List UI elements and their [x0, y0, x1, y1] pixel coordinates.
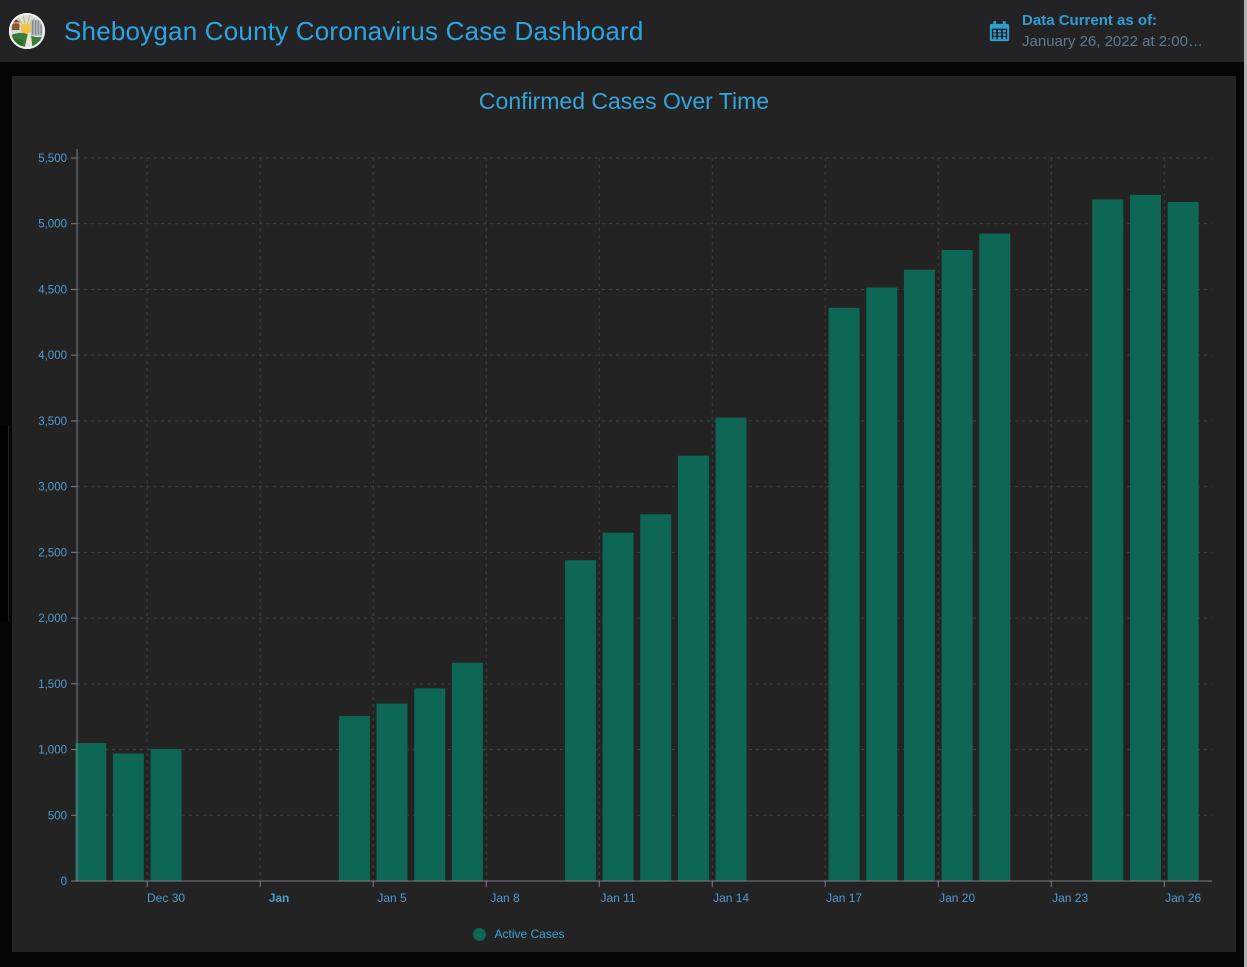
collapsed-panel-handle[interactable]	[0, 425, 9, 621]
confirmed-cases-bar-chart[interactable]: 0 500 1,000 1,500 2,000 2,500 3,000 3,500 4,000 4…	[12, 76, 1236, 921]
bar-jan-12[interactable]	[640, 514, 672, 881]
bar-jan-4[interactable]	[338, 716, 370, 881]
bar-jan-25[interactable]	[1129, 194, 1161, 882]
data-current-label: Data Current as of:	[1022, 11, 1158, 29]
scrollbar-track[interactable]	[1244, 0, 1247, 967]
bar-jan-17[interactable]	[828, 307, 860, 882]
bar-dec-28[interactable]	[75, 742, 107, 881]
chart-panel: Confirmed Cases Over Time 0 500 1,000 1,500…	[12, 76, 1236, 952]
page-title: Sheboygan County Coronavirus Case Dashbo…	[64, 15, 644, 46]
y-axis-tick-label: 5,000	[38, 219, 67, 231]
chart-title: Confirmed Cases Over Time	[478, 88, 770, 114]
bar-dec-29[interactable]	[112, 753, 144, 881]
bar-jan-26[interactable]	[1167, 202, 1199, 882]
y-axis-tick-label: 500	[48, 810, 67, 822]
bar-dec-30[interactable]	[150, 748, 182, 881]
y-axis-tick-label: 0	[61, 876, 67, 888]
bar-jan-20[interactable]	[941, 250, 973, 881]
y-axis-tick-label: 4,500	[38, 284, 67, 296]
x-axis-tick-label: Jan	[269, 891, 290, 905]
y-axis-tick-label: 2,500	[38, 547, 67, 559]
axes: 0 500 1,000 1,500 2,000 2,500 3,000 3,500 4,000 4…	[38, 149, 1212, 905]
calendar-icon	[988, 20, 1011, 43]
bar-jan-19[interactable]	[903, 269, 935, 882]
x-axis-tick-label: Jan 20	[939, 891, 975, 905]
y-axis-tick-label: 2,000	[38, 613, 67, 625]
header: Sheboygan County Coronavirus Case Dashbo…	[0, 0, 1247, 62]
x-axis-tick-label: Dec 30	[147, 891, 185, 905]
bar-jan-6[interactable]	[414, 688, 446, 881]
x-axis-tick-label: Jan 5	[377, 891, 407, 905]
legend-item-active-cases[interactable]: Active Cases	[467, 925, 570, 943]
data-current-value: January 26, 2022 at 2:00…	[1022, 32, 1203, 50]
bar-series-active-cases[interactable]	[75, 194, 1199, 882]
y-axis-tick-label: 1,500	[38, 679, 67, 691]
bar-jan-14[interactable]	[715, 417, 747, 881]
x-axis-tick-label: Jan 8	[490, 891, 520, 905]
bar-jan-10[interactable]	[564, 560, 596, 881]
bar-jan-5[interactable]	[376, 703, 408, 881]
bar-jan-13[interactable]	[677, 455, 709, 881]
y-axis-tick-label: 3,500	[38, 416, 67, 428]
bar-jan-24[interactable]	[1092, 199, 1124, 881]
x-axis-tick-label: Jan 11	[601, 891, 636, 905]
x-axis-tick-label: Jan 26	[1165, 891, 1201, 905]
x-axis-tick-label: Jan 17	[826, 891, 862, 905]
chart-legend: Active Cases	[0, 925, 1131, 943]
x-axis-tick-label: Jan 23	[1052, 891, 1088, 905]
legend-swatch-icon	[473, 927, 487, 941]
bar-jan-21[interactable]	[979, 233, 1011, 881]
y-axis-tick-label: 3,000	[38, 482, 67, 494]
y-axis-tick-label: 5,500	[38, 153, 67, 165]
data-current-block: Data Current as of: January 26, 2022 at …	[988, 0, 1203, 62]
bar-jan-11[interactable]	[602, 532, 634, 881]
legend-label: Active Cases	[494, 927, 565, 941]
bar-jan-18[interactable]	[866, 287, 898, 881]
bar-jan-7[interactable]	[451, 662, 483, 881]
county-seal-logo	[8, 12, 46, 50]
data-current-text: Data Current as of: January 26, 2022 at …	[1022, 11, 1203, 52]
y-axis-tick-label: 1,000	[38, 745, 67, 757]
x-axis-tick-label: Jan 14	[713, 891, 749, 905]
y-axis-tick-label: 4,000	[38, 350, 67, 362]
